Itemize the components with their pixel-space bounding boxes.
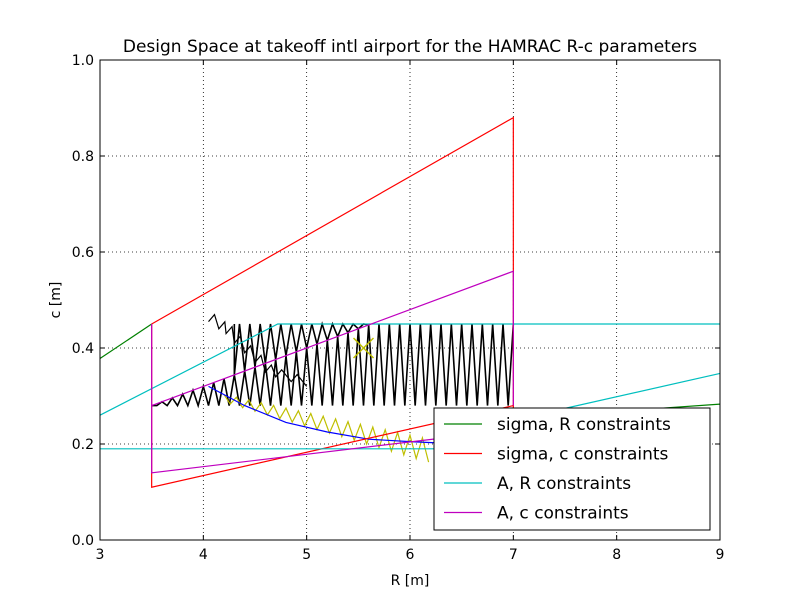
upper-region-hatch: [233, 321, 369, 375]
x-tick-label: 3: [96, 547, 105, 563]
y-tick-label: 0.2: [72, 437, 94, 453]
y-tick-label: 0.6: [72, 245, 94, 261]
legend: sigma, R constraints sigma, c constraints…: [433, 407, 711, 531]
legend-label: sigma, R constraints: [497, 415, 671, 435]
x-axis-label: R [m]: [391, 573, 430, 589]
x-tick-label: 8: [612, 547, 621, 563]
y-tick-label: 0.8: [72, 149, 94, 165]
series-0-segment-0: [99, 323, 153, 360]
y-tick-label: 0.4: [72, 341, 94, 357]
plot-layer: [151, 313, 515, 463]
x-tick-label: 7: [509, 547, 518, 563]
legend-label: sigma, c constraints: [497, 445, 669, 465]
series-3-segment-0: [151, 270, 514, 407]
feasible-region-hatch: [151, 323, 515, 409]
x-tick-label: 9: [716, 547, 725, 563]
legend-label: A, R constraints: [497, 474, 631, 494]
x-marker-stroke-b: [352, 337, 375, 359]
legend-box: [433, 407, 711, 531]
x-tick-label: 5: [302, 547, 311, 563]
x-tick-label: 6: [406, 547, 415, 563]
y-tick-label: 0.0: [72, 533, 94, 549]
series-2-segment-0: [99, 323, 720, 416]
series-3-segment-1: [151, 324, 514, 474]
tick-layer: 3 4 5 6 7 8 9 0.0 0.2 0.4 0.6 0.8 1.0: [72, 53, 725, 563]
optimizer-path: [208, 313, 308, 387]
y-tick-label: 1.0: [72, 53, 94, 69]
chart-title: Design Space at takeoff intl airport for…: [123, 37, 697, 57]
yellow-search-band: [223, 394, 430, 463]
y-axis-label: c [m]: [48, 282, 64, 319]
x-tick-label: 4: [199, 547, 208, 563]
x-marker: [352, 337, 375, 359]
legend-label: A, c constraints: [497, 504, 629, 524]
